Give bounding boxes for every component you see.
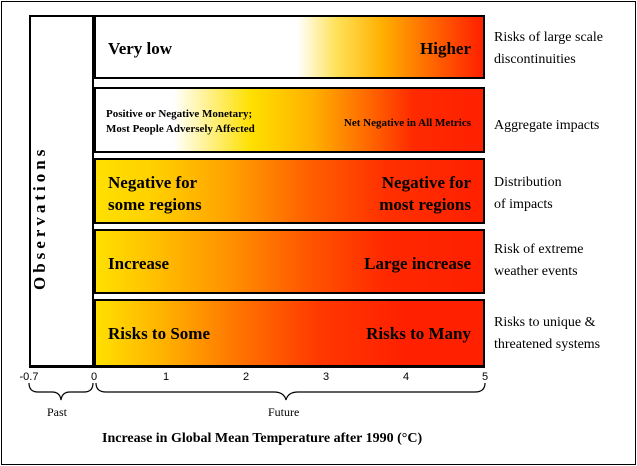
tick-label: 4 [402, 371, 410, 383]
future-label: Future [268, 405, 300, 419]
row-label-aggregate: Aggregate impacts [494, 118, 600, 133]
band-left-label: Risks to Some [108, 324, 211, 343]
axis-title: Increase in Global Mean Temperature afte… [102, 431, 423, 446]
past-brace [28, 382, 94, 401]
band-left-label: Negative for some regions [108, 173, 202, 214]
tick-label: 0 [90, 371, 98, 383]
row-label-unique-systems: Risks to unique & threatened systems [494, 315, 601, 352]
band-left-label: Positive or Negative Monetary; Most Peop… [106, 108, 255, 135]
band-right-label: Negative for most regions [379, 173, 471, 214]
row-label-extreme-weather: Risk of extreme weather events [494, 242, 584, 279]
band-right-label: Large increase [364, 254, 471, 273]
tick-label: 5 [481, 371, 489, 383]
observations-panel [29, 15, 94, 367]
band-right-label: Net Negative in All Metrics [343, 117, 471, 129]
future-brace [95, 382, 486, 401]
row-label-distribution: Distribution of impacts [494, 175, 562, 212]
band-right-label: Risks to Many [366, 324, 471, 343]
row-label-discontinuities: Risks of large scale discontinuities [494, 30, 603, 67]
band-extreme-weather: Increase Large increase [94, 229, 485, 294]
band-left-label: Increase [108, 254, 170, 273]
tick-label: 2 [242, 371, 250, 383]
tick-label: 3 [322, 371, 330, 383]
tick-label: 1 [162, 371, 170, 383]
band-distribution-of-impacts: Negative for some regions Negative for m… [94, 158, 485, 224]
band-left-label: Very low [108, 39, 173, 58]
band-large-scale-discontinuities: Very low Higher [94, 15, 485, 79]
band-aggregate-impacts: Positive or Negative Monetary; Most Peop… [94, 87, 485, 153]
past-label: Past [47, 405, 68, 419]
band-right-label: Higher [420, 39, 471, 58]
tick-label: -0.7 [19, 371, 39, 383]
band-unique-threatened-systems: Risks to Some Risks to Many [94, 299, 485, 367]
x-axis-line [29, 367, 485, 368]
